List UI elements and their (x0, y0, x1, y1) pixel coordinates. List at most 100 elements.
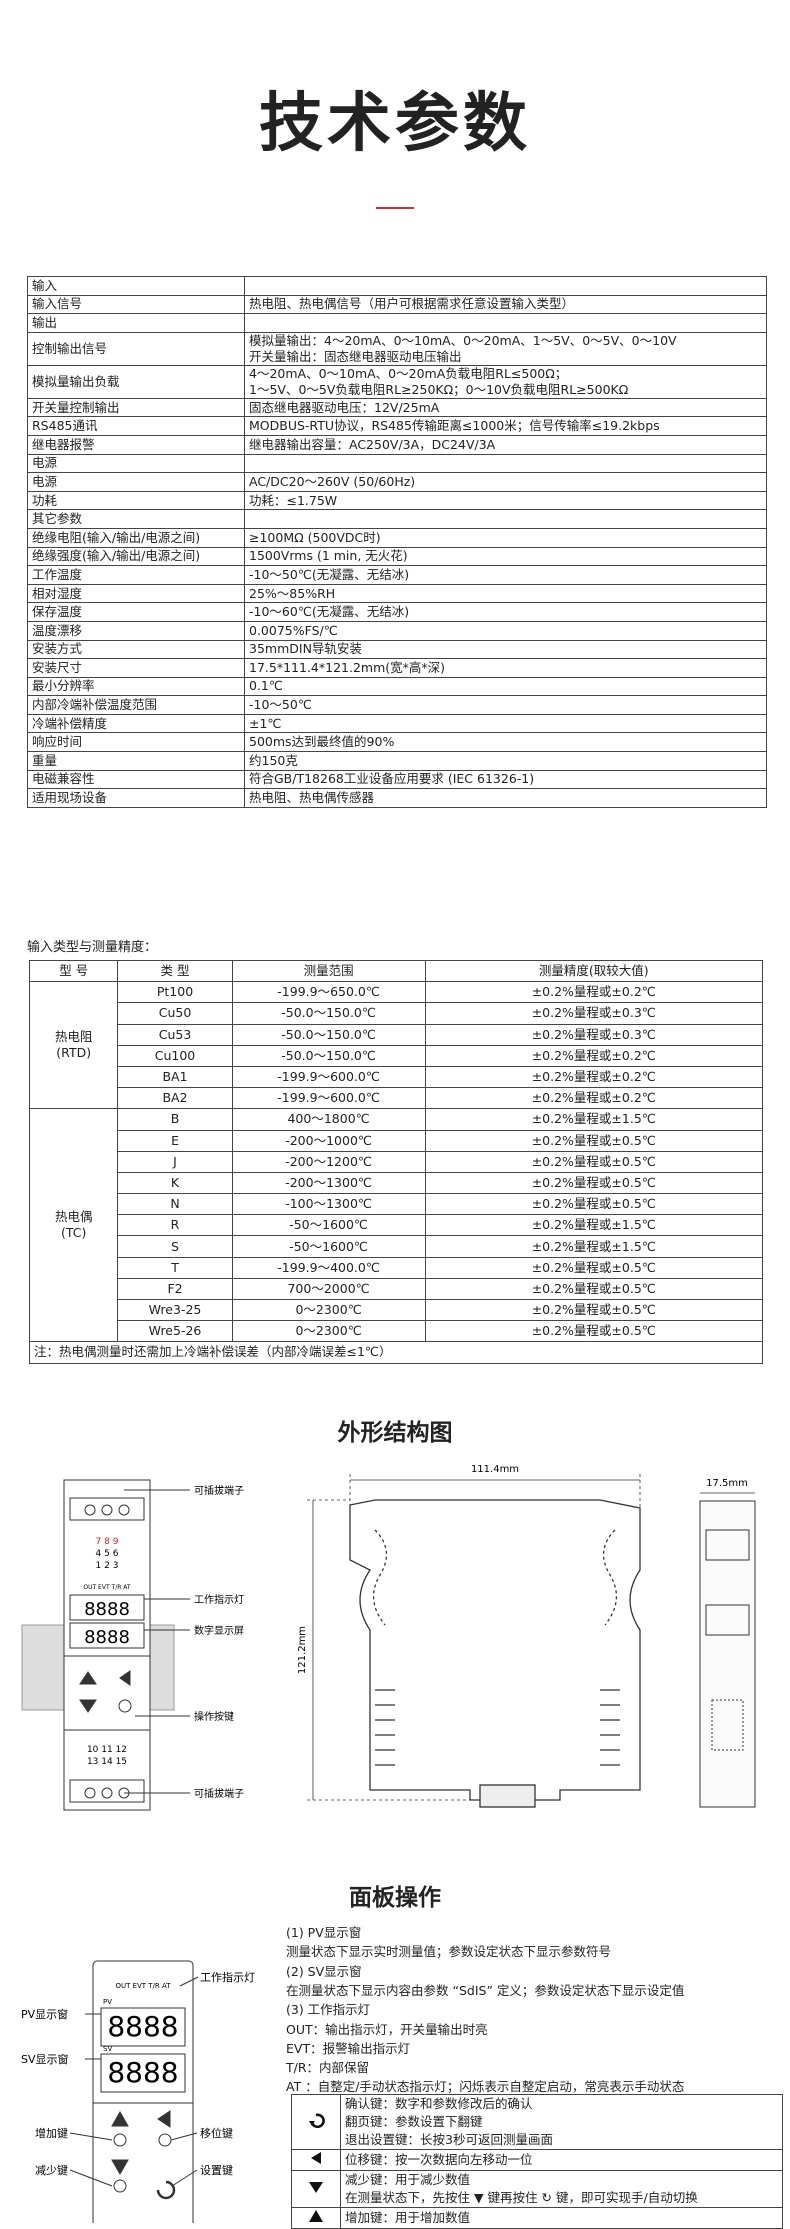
terminal-numbers: 13 14 15 (87, 1757, 127, 1767)
display-digits: 8888 (84, 1627, 130, 1648)
front-view-texts: 7 8 9 4 5 6 1 2 3 OUT EVT T/R AT 8888 88… (83, 1537, 131, 1767)
spec-value-line: 固态继电器驱动电压：12V/25mA (249, 399, 440, 415)
spec-row: 最小分辨率 0.1℃ (27, 676, 767, 697)
spec-label: 输出 (27, 313, 245, 333)
note-line: (2) SV显示窗 (286, 1963, 362, 1979)
accuracy-row: J -200～1200℃ ±0.2%量程或±0.5℃ (30, 1150, 764, 1173)
callout-label: 可插拔端子 (194, 1484, 244, 1497)
accuracy-cell: ±0.2%量程或±0.5℃ (424, 1171, 764, 1195)
spec-value-line: -10～60℃(无凝露、无结冰) (249, 604, 410, 620)
spec-label: 模拟量输出负载 (27, 364, 245, 399)
section-row: 输入 (27, 276, 767, 296)
group-name: 热电阻 (54, 1029, 93, 1045)
spec-label: 电源 (27, 472, 245, 492)
accuracy-cell: Pt100 (117, 981, 233, 1004)
section-row: 输出 (27, 313, 767, 333)
key-icon (309, 2210, 323, 2222)
key-icon (309, 2113, 325, 2129)
accuracy-cell: ±0.2%量程或±0.5℃ (424, 1298, 764, 1322)
key-row: 确认键：数字和参数修改后的确认 翻页键：参数设置下翻键 退出设置键：长按3秒可返回测… (291, 2094, 783, 2150)
accuracy-cell: -199.9～600.0℃ (231, 1065, 426, 1089)
accuracy-cell: Cu100 (117, 1044, 233, 1067)
spec-row: 适用现场设备 热电阻、热电偶传感器 (27, 788, 767, 808)
spec-value: ±1℃ (244, 713, 767, 734)
accuracy-row: N -100～1300℃ ±0.2%量程或±0.5℃ (30, 1193, 764, 1216)
header-row: 型 号类 型测量范围 测量精度(取较大值) (28, 959, 764, 983)
key-icon-cell (291, 2094, 341, 2150)
spec-value-line: 模拟量输出：4～20mA、0～10mA、0～20mA、1～5V、0～5V、0～1… (249, 332, 677, 348)
key-row: 增加键：用于增加数值 (291, 2207, 783, 2229)
accuracy-row: 热电阻 (RTD) Pt100 -199.9～650.0℃ ±0.2%量程或±0.2℃ (28, 981, 764, 1110)
callout-label: 工作指示灯 (200, 1970, 255, 1984)
accuracy-cell: F2 (117, 1277, 233, 1301)
spec-value: 热电阻、热电偶传感器 (244, 788, 767, 808)
accuracy-cell: ±0.2%量程或±1.5℃ (424, 1214, 764, 1237)
spec-value: 1500Vrms (1 min, 无火花) (244, 546, 767, 567)
key-table: 确认键：数字和参数修改后的确认 翻页键：参数设置下翻键 退出设置键：长按3秒可返回测… (291, 2094, 783, 2229)
spec-label: 温度漂移 (27, 620, 245, 641)
key-desc: 确认键：数字和参数修改后的确认 翻页键：参数设置下翻键 退出设置键：长按3秒可返回测… (340, 2094, 783, 2150)
accuracy-cell: -200～1200℃ (231, 1150, 426, 1173)
structure-title: 外形结构图 (337, 1420, 453, 1446)
key-line: 增加键：用于增加数值 (345, 2210, 471, 2225)
callout-label: 数字显示屏 (194, 1624, 244, 1637)
section-row: 其它参数 (27, 509, 767, 529)
callouts: 可插拔端子 工作指示灯 数字显示屏 操作按键 可插拔端子 (194, 1484, 244, 1800)
structure-drawing: 7 8 9 4 5 6 1 2 3 OUT EVT T/R AT 8888 88… (21, 1464, 756, 1811)
accuracy-cell: Cu53 (117, 1023, 233, 1046)
panel-drawing: OUT EVT T/R AT PV SV 8888 8888 PV显示窗 SV显… (21, 1960, 255, 2223)
accuracy-cell: ±0.2%量程或±0.2℃ (424, 1065, 764, 1089)
display-digits: 8888 (84, 1599, 130, 1620)
key-desc: 位移键：按一次数据向左移动一位 (340, 2149, 783, 2171)
spec-value: MODBUS-RTU协议，RS485传输距离≤1000米；信号传输率≤19.2k… (244, 416, 767, 436)
key-icon (311, 2152, 321, 2164)
callout-label: 移位键 (200, 2126, 233, 2140)
spec-value: 继电器输出容量：AC250V/3A，DC24V/3A (244, 434, 767, 455)
spec-label: RS485通讯 (27, 416, 245, 436)
note-line: OUT：输出指示灯，开关量输出时亮 (286, 2021, 488, 2037)
spec-label: 电源 (27, 453, 245, 474)
title-underline (376, 207, 414, 209)
accuracy-cell: ±0.2%量程或±0.5℃ (424, 1150, 764, 1173)
header-cell: 测量范围 (231, 959, 426, 983)
spec-value-line: 35mmDIN导轨安装 (249, 641, 362, 657)
spec-value-line: ≥100MΩ (500VDC时) (249, 529, 381, 545)
spec-row: 控制输出信号 模拟量输出：4～20mA、0～10mA、0～20mA、1～5V、0～… (27, 331, 767, 366)
spec-value-line: 约150克 (249, 752, 298, 768)
callout-label: 减少键 (35, 2163, 68, 2177)
spec-value-line: -10～50℃(无凝露、无结冰) (249, 566, 410, 582)
spec-label: 电磁兼容性 (27, 769, 245, 790)
spec-label: 响应时间 (27, 732, 245, 753)
spec-label: 最小分辨率 (27, 676, 245, 697)
callout-label: 操作按键 (194, 1710, 234, 1723)
spec-label: 工作温度 (27, 565, 245, 585)
key-line: 在测量状态下，先按住 ▼ 键再按住 ↻ 键，即可实现手/自动切换 (345, 2190, 698, 2205)
accuracy-row: Cu100 -50.0～150.0℃ ±0.2%量程或±0.2℃ (30, 1044, 764, 1067)
panel-title: 面板操作 (349, 1885, 441, 1911)
spec-label: 控制输出信号 (27, 331, 245, 366)
terminal-numbers: 10 11 12 (87, 1745, 127, 1755)
accuracy-cell: ±0.2%量程或±1.5℃ (424, 1235, 764, 1258)
note-line: 在测量状态下显示内容由参数 “SdIS” 定义；参数设定状态下显示设定值 (286, 1982, 685, 1998)
spec-row: 继电器报警 继电器输出容量：AC250V/3A，DC24V/3A (27, 434, 767, 455)
end-view (699, 1492, 756, 1808)
accuracy-cell: R (117, 1214, 233, 1237)
accuracy-row: E -200～1000℃ ±0.2%量程或±0.5℃ (30, 1129, 764, 1152)
note-line: AT ：自整定/手动状态指示灯；闪烁表示自整定启动，常亮表示手动状态 (286, 2079, 685, 2095)
note-line: (3) 工作指示灯 (286, 2002, 371, 2018)
spec-row: 绝缘强度(输入/输出/电源之间) 1500Vrms (1 min, 无火花) (27, 546, 767, 567)
spec-value: 0.0075%FS/℃ (244, 620, 767, 641)
header-cell: 类 型 (117, 959, 233, 983)
display-digits: 8888 (107, 2010, 178, 2043)
spec-value-line: 500ms达到最终值的90% (249, 734, 395, 750)
accuracy-cell: BA2 (117, 1087, 233, 1110)
display-digits: 8888 (107, 2056, 178, 2089)
accuracy-cell: B (117, 1108, 233, 1131)
spec-value: 25%～85%RH (244, 583, 767, 604)
accuracy-row: Wre3-25 0～2300℃ ±0.2%量程或±0.5℃ (30, 1298, 764, 1322)
panel-device (69, 1960, 199, 2223)
spec-value-line: 17.5*111.4*121.2mm(宽*高*深) (249, 659, 446, 675)
spec-value: ≥100MΩ (500VDC时) (244, 527, 767, 548)
accuracy-cell: E (117, 1129, 233, 1152)
spec-label: 安装尺寸 (27, 658, 245, 678)
